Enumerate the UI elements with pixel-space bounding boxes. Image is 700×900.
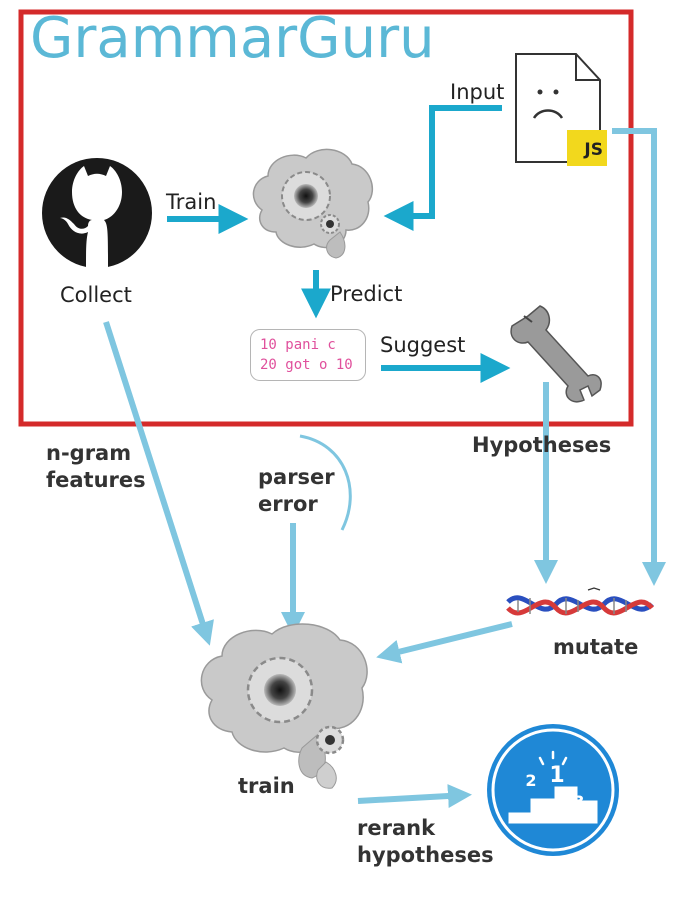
input-arrow [383,105,502,231]
ngram-features-arrow [103,321,214,646]
label-rerank-line2: hypotheses [357,843,494,867]
label-ngram-features: n-gram features [46,440,146,494]
label-mutate: mutate [553,635,639,659]
label-parser-line2: error [258,492,318,516]
label-parser-error: parser error [258,464,335,518]
app-title: GrammarGuru [30,6,435,71]
dna-icon [506,587,654,616]
mutate-arrow [376,621,513,664]
label-parser-line1: parser [258,465,335,489]
podium-second: 2 [525,771,536,790]
label-predict: Predict [330,282,403,306]
wrench-icon [510,305,602,403]
input-to-mutate-arrow [612,128,666,586]
podium-third: 3 [573,792,584,811]
parser-error-curve [299,434,352,531]
code-line: 20 got o 10 [260,357,353,373]
label-ngram-line2: features [46,468,146,492]
grammarguru-frame [18,9,634,427]
code-line: 10 pani c [260,337,336,353]
podium-first: 1 [549,763,564,788]
label-ngram-line1: n-gram [46,441,132,465]
label-collect: Collect [60,283,132,307]
label-train-bottom: train [238,774,295,798]
suggestion-code-box: 10 pani c 20 got o 10 [250,329,366,381]
label-hypotheses: Hypotheses [472,433,612,457]
label-input: Input [450,80,505,104]
brain-icon [252,148,373,259]
brain-icon-bottom [200,623,368,789]
label-rerank-hypotheses: rerank hypotheses [357,815,494,869]
label-rerank-line1: rerank [357,816,436,840]
rerank-arrow [357,784,472,808]
js-badge: JS [567,130,607,166]
podium-icon: 1 2 3 [487,724,619,856]
label-suggest: Suggest [380,333,466,357]
github-icon [42,158,152,268]
label-train: Train [166,190,217,214]
